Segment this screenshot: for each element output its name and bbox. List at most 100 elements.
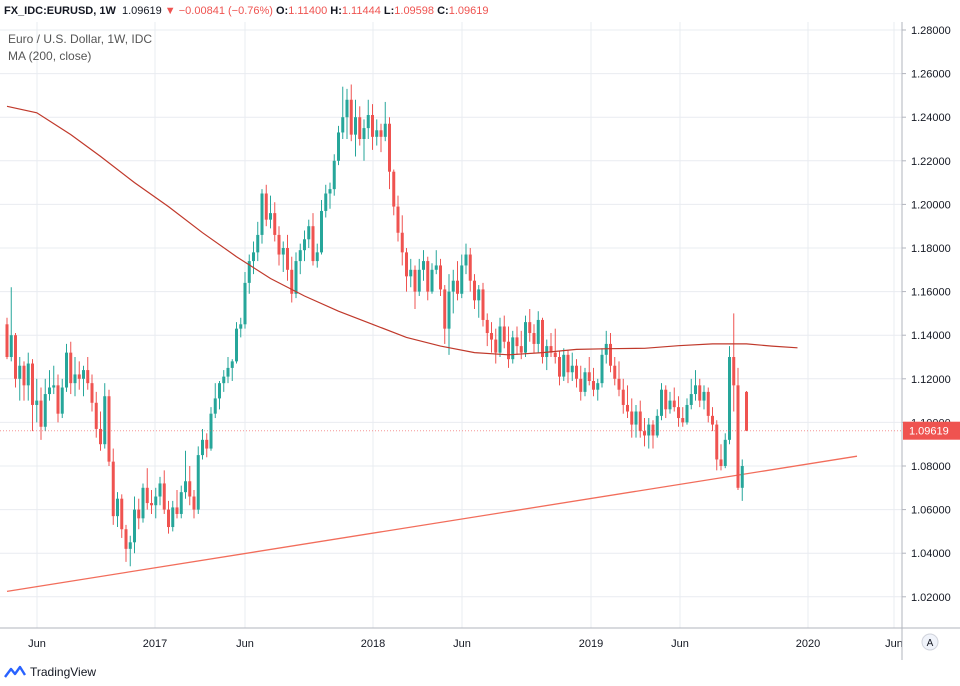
candle-body	[745, 391, 748, 431]
candle-body	[655, 415, 659, 436]
candle-body	[426, 261, 430, 292]
candle-body	[5, 324, 9, 357]
y-tick-label: 1.12000	[911, 374, 951, 386]
candle	[366, 99, 370, 139]
candle-body	[60, 387, 64, 414]
candle	[9, 287, 13, 362]
candle	[52, 365, 56, 395]
candle-body	[558, 357, 561, 377]
close-label: C:	[437, 5, 449, 17]
candle-body	[626, 404, 629, 412]
candle	[490, 322, 493, 353]
candle-body	[162, 483, 166, 510]
y-tick-label: 1.14000	[911, 330, 951, 342]
candle-body	[196, 455, 200, 510]
x-tick-label: 2017	[143, 638, 167, 650]
ma-indicator-label[interactable]: MA (200, close)	[8, 49, 92, 63]
candle-body	[201, 439, 204, 456]
candle-body	[286, 248, 289, 270]
y-tick-label: 1.02000	[911, 592, 951, 604]
candle-body	[434, 265, 438, 270]
candle	[252, 241, 255, 275]
candle	[430, 263, 434, 294]
candle	[260, 189, 264, 244]
candle-body	[609, 343, 612, 366]
candles	[5, 84, 748, 567]
candle-body	[26, 363, 30, 386]
candle	[294, 252, 298, 299]
candle-body	[443, 289, 447, 329]
price-chart[interactable]: 1.28000 1.26000 1.24000 1.22000 1.20000 1.180…	[0, 0, 960, 660]
candle-body	[596, 383, 600, 390]
candle-body	[315, 252, 319, 262]
candle-body	[681, 418, 685, 423]
candle	[447, 274, 451, 355]
candle-body	[14, 335, 17, 379]
candle-body	[685, 404, 689, 423]
candle-body	[65, 352, 68, 388]
candle	[439, 258, 442, 296]
candle-body	[154, 496, 158, 506]
x-tick-label: Jun	[671, 638, 689, 650]
x-tick-label: 2018	[361, 638, 385, 650]
last-price: 1.09619	[121, 5, 162, 17]
candle-body	[468, 254, 472, 281]
candle	[613, 357, 617, 386]
candle-body	[728, 357, 731, 440]
candle	[524, 315, 527, 357]
candle-body	[150, 503, 153, 506]
candle	[290, 256, 294, 303]
candle-body	[273, 213, 277, 235]
candle-body	[269, 213, 272, 220]
candle-body	[349, 99, 353, 135]
candle	[222, 370, 226, 392]
brand-label[interactable]: TradingView	[30, 665, 97, 679]
candle	[230, 359, 234, 381]
candle	[243, 271, 247, 329]
candle-body	[332, 160, 336, 190]
candle-body	[48, 387, 51, 395]
candle	[575, 359, 578, 388]
x-tick-label: 2019	[579, 638, 603, 650]
candle-body	[562, 354, 566, 377]
candle-body	[405, 252, 408, 277]
candle	[634, 404, 638, 438]
candle	[281, 241, 285, 272]
candle	[723, 433, 727, 469]
candle-body	[213, 398, 217, 414]
candle-body	[400, 232, 404, 253]
y-tick-label: 1.08000	[911, 461, 951, 473]
y-tick-label: 1.20000	[911, 199, 951, 211]
candle	[672, 387, 676, 412]
candle-body	[634, 411, 638, 425]
candle-body	[264, 193, 268, 220]
candle-body	[575, 365, 578, 379]
candle	[213, 383, 217, 419]
candle-body	[179, 492, 183, 514]
candle-body	[358, 117, 362, 139]
candle	[579, 365, 583, 401]
candle-body	[630, 411, 634, 425]
candle	[362, 119, 366, 161]
candle	[664, 385, 668, 419]
candle-body	[341, 117, 345, 133]
candle-body	[175, 507, 179, 514]
candle-body	[392, 171, 396, 207]
candle	[677, 396, 680, 427]
candle-body	[158, 483, 162, 497]
candle	[298, 243, 302, 275]
candle	[553, 328, 557, 364]
candle-body	[647, 424, 651, 436]
low-label: L:	[383, 5, 395, 17]
candle	[383, 101, 387, 142]
tradingview-logo-icon	[4, 665, 26, 678]
auto-scale-button[interactable]: A	[921, 633, 939, 651]
candle-body	[579, 378, 583, 392]
candle	[715, 420, 719, 471]
candle-body	[519, 346, 523, 353]
candle-body	[375, 130, 379, 137]
candle-body	[311, 226, 315, 262]
candle	[481, 282, 485, 327]
candle-body	[218, 383, 221, 399]
symbol-label[interactable]: FX_IDC:EURUSD, 1W	[4, 5, 116, 17]
